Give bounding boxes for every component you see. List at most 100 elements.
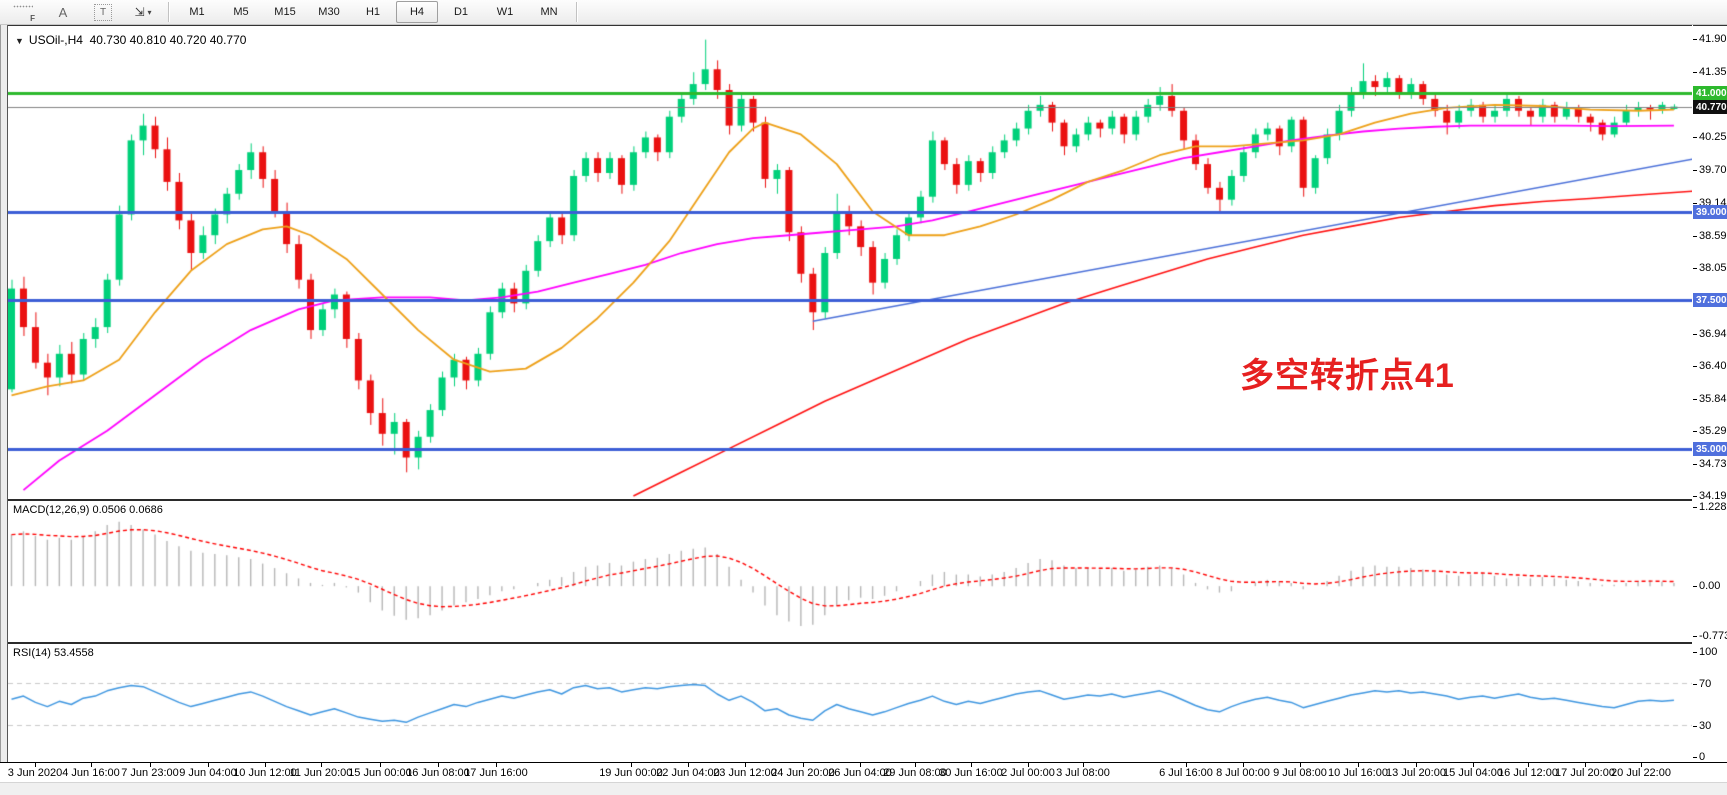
time-tick-label: 22 Jun 04:00 <box>656 767 720 779</box>
time-tick-label: 17 Jun 16:00 <box>464 767 528 779</box>
price-tick-label: 38.050 <box>1699 262 1727 274</box>
price-tick-label: 0.00 <box>1699 580 1721 592</box>
time-tick-label: 6 Jul 16:00 <box>1159 767 1213 779</box>
chart-title: ▼ USOil-,H4 40.730 40.810 40.720 40.770 <box>15 33 246 47</box>
text-box-tool[interactable]: T <box>84 1 122 23</box>
timeframe-m1-button[interactable]: M1 <box>189 6 205 18</box>
price-tick-label: 41.350 <box>1699 66 1727 78</box>
text-label-tool[interactable]: A <box>44 1 82 23</box>
timeframe-mn-button[interactable]: MN <box>540 6 558 18</box>
price-tick-mark <box>1693 236 1697 237</box>
timeframe-h1-button[interactable]: H1 <box>365 6 381 18</box>
price-tick-mark <box>1693 431 1697 432</box>
time-tick-mark <box>321 763 322 767</box>
time-tick-label: 11 Jun 20:00 <box>289 767 353 779</box>
time-tick-mark <box>496 763 497 767</box>
timeframe-m5-button[interactable]: M5 <box>233 6 249 18</box>
time-tick-mark <box>1528 763 1529 767</box>
time-tick-mark <box>438 763 439 767</box>
timeframe-d1-button[interactable]: D1 <box>453 6 469 18</box>
price-tick-mark <box>1693 684 1697 685</box>
timeframe-h4-button[interactable]: H4 <box>396 1 438 23</box>
timeframe-w1-button[interactable]: W1 <box>496 6 514 18</box>
timeframe-m15-button[interactable]: M15 <box>274 6 296 18</box>
macd-pane: MACD(12,26,9) 0.0506 0.0686 <box>8 501 1692 644</box>
time-tick-mark <box>1358 763 1359 767</box>
time-axis[interactable]: 3 Jun 2020 4 Jun 16:00 7 Jun 23:00 9 Jun 04… <box>0 762 1727 782</box>
price-tick-label: 36.940 <box>1699 328 1727 340</box>
price-level-badge: 40.770 <box>1693 100 1727 114</box>
rsi-pane: RSI(14) 53.4558 <box>8 644 1692 763</box>
time-tick-mark <box>860 763 861 767</box>
price-tick-label: 100 <box>1699 646 1718 658</box>
price-level-badge: 35.000 <box>1693 442 1727 456</box>
price-tick-mark <box>1693 137 1697 138</box>
price-level-badge: 37.500 <box>1693 293 1727 307</box>
time-tick-mark <box>1585 763 1586 767</box>
time-tick-mark <box>380 763 381 767</box>
time-tick-label: 26 Jun 04:00 <box>828 767 892 779</box>
time-tick-mark <box>1473 763 1474 767</box>
time-tick-mark <box>35 763 36 767</box>
price-tick-mark <box>1693 399 1697 400</box>
price-tick-label: 38.590 <box>1699 230 1727 242</box>
time-tick-label: 29 Jun 08:00 <box>883 767 947 779</box>
chevron-down-icon[interactable]: ▾ <box>147 7 152 17</box>
price-tick-mark <box>1693 366 1697 367</box>
price-tick-mark <box>1693 496 1697 497</box>
time-tick-label: 10 Jul 16:00 <box>1328 767 1388 779</box>
price-tick-mark <box>1693 726 1697 727</box>
price-tick-mark <box>1693 652 1697 653</box>
time-tick-label: 15 Jul 04:00 <box>1443 767 1503 779</box>
time-tick-label: 13 Jul 20:00 <box>1386 767 1446 779</box>
chart-plot-area: ▼ USOil-,H4 40.730 40.810 40.720 40.770 多… <box>8 25 1692 763</box>
time-tick-label: 16 Jul 12:00 <box>1498 767 1558 779</box>
time-tick-mark <box>803 763 804 767</box>
macd-indicator-label: MACD(12,26,9) 0.0506 0.0686 <box>13 504 163 516</box>
price-tick-label: 1.2281 <box>1699 501 1727 513</box>
time-tick-mark <box>1416 763 1417 767</box>
price-tick-label: 35.290 <box>1699 425 1727 437</box>
price-tick-mark <box>1693 464 1697 465</box>
time-tick-mark <box>265 763 266 767</box>
time-tick-label: 17 Jul 20:00 <box>1555 767 1615 779</box>
macd-canvas[interactable] <box>8 501 1692 642</box>
price-tick-label: 40.255 <box>1699 131 1727 143</box>
price-tick-mark <box>1693 334 1697 335</box>
time-tick-mark <box>1186 763 1187 767</box>
collapse-triangle-icon[interactable]: ▼ <box>15 36 24 46</box>
toolbar-separator <box>576 2 578 22</box>
time-tick-mark <box>91 763 92 767</box>
ohlc-values-label: 40.730 40.810 40.720 40.770 <box>89 33 247 47</box>
time-tick-label: 20 Jul 22:00 <box>1611 767 1671 779</box>
price-tick-label: 35.845 <box>1699 393 1727 405</box>
timeframe-m30-button[interactable]: M30 <box>318 6 340 18</box>
price-axis[interactable]: 41.90541.35040.25539.70039.14538.59038.0… <box>1693 25 1727 763</box>
dotted-grid-icon: F <box>13 5 35 23</box>
price-tick-label: 30 <box>1699 720 1712 732</box>
time-tick-mark <box>208 763 209 767</box>
time-tick-label: 7 Jun 23:00 <box>121 767 179 779</box>
time-tick-mark <box>915 763 916 767</box>
price-tick-mark <box>1693 507 1697 508</box>
price-tick-label: -0.7738 <box>1699 630 1727 642</box>
time-tick-label: 15 Jun 00:00 <box>348 767 412 779</box>
time-tick-label: 2 Jul 00:00 <box>1001 767 1055 779</box>
price-level-badge: 39.000 <box>1693 205 1727 219</box>
text-box-icon: T <box>94 3 112 21</box>
time-tick-mark <box>688 763 689 767</box>
objects-tool[interactable]: ⇲ ▾ <box>124 1 162 23</box>
chart-text-annotation[interactable]: 多空转折点41 <box>1240 357 1455 395</box>
timeframe-group: M1 M5 M15 M30 H1 H4 D1 W1 MN <box>176 1 570 23</box>
price-chart-canvas[interactable] <box>8 26 1692 499</box>
price-pane: ▼ USOil-,H4 40.730 40.810 40.720 40.770 多… <box>8 26 1692 501</box>
time-tick-label: 30 Jun 16:00 <box>939 767 1003 779</box>
price-tick-mark <box>1693 39 1697 40</box>
price-tick-label: 39.700 <box>1699 164 1727 176</box>
price-tick-mark <box>1693 170 1697 171</box>
time-tick-mark <box>150 763 151 767</box>
letter-a-icon: A <box>58 4 68 20</box>
rsi-canvas[interactable] <box>8 644 1692 762</box>
templates-tool-icon[interactable]: F <box>4 1 42 23</box>
